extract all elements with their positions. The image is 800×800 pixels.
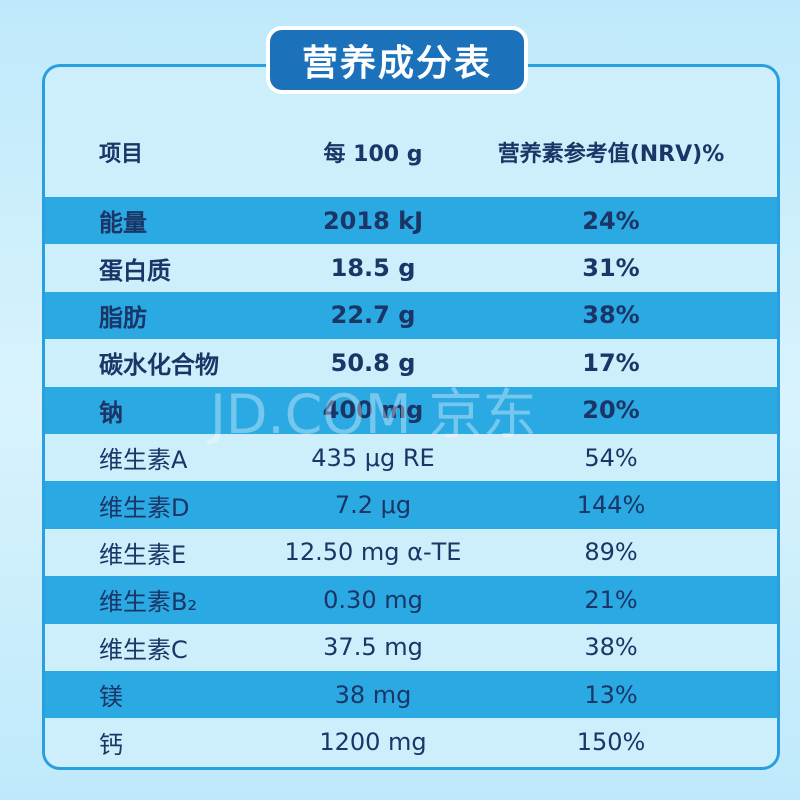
table-cell: 38% — [582, 301, 640, 330]
table-cell: 89% — [584, 538, 638, 567]
table-cell: 17% — [582, 348, 640, 377]
table-cell: 435 μg RE — [311, 443, 435, 472]
table-cell: 蛋白质 — [99, 256, 171, 285]
nutrition-panel: 项目 每 100 g 营养素参考值(NRV)% 能量 2018 kJ 24% 蛋白质 18.5… — [42, 64, 780, 770]
table-cell: 400 mg — [322, 396, 424, 425]
table-cell: 50.8 g — [330, 348, 416, 377]
table-row: 蛋白质 18.5 g 31% — [45, 244, 777, 292]
table-cell: 碳水化合物 — [99, 351, 219, 380]
header-cell: 项目 — [99, 142, 144, 167]
table-cell: 38 mg — [334, 680, 412, 709]
table-cell: 150% — [576, 728, 646, 757]
table-cell: 20% — [582, 396, 640, 425]
table-row: 能量 2018 kJ 24% — [45, 197, 777, 245]
table-cell: 21% — [584, 585, 638, 614]
table-cell: 24% — [582, 206, 640, 235]
header-row: 项目 每 100 g 营养素参考值(NRV)% — [45, 107, 777, 197]
table-row: 维生素B₂ 0.30 mg 21% — [45, 576, 777, 624]
table-row: 镁 38 mg 13% — [45, 671, 777, 719]
header-cell: 营养素参考值(NRV)% — [497, 142, 725, 167]
table-cell: 7.2 μg — [334, 491, 412, 520]
header-cell: 每 100 g — [323, 142, 423, 167]
table-cell: 0.30 mg — [323, 585, 423, 614]
table-cell: 2018 kJ — [322, 206, 424, 235]
table-row: 钠 400 mg 20% — [45, 386, 777, 434]
table-cell: 维生素A — [99, 446, 188, 475]
table-cell: 31% — [582, 254, 640, 283]
table-cell: 38% — [584, 633, 638, 662]
table-cell: 脂肪 — [99, 303, 147, 332]
table-cell: 54% — [584, 443, 638, 472]
table-cell: 维生素D — [99, 493, 190, 522]
table-cell: 18.5 g — [330, 254, 416, 283]
table-row: 脂肪 22.7 g 38% — [45, 291, 777, 340]
table-cell: 钠 — [99, 398, 123, 427]
table-cell: 维生素C — [99, 635, 188, 664]
title: 营养成分表 — [266, 26, 528, 94]
table-cell: 维生素E — [99, 540, 187, 569]
table-row: 维生素D 7.2 μg 144% — [45, 481, 777, 529]
table-cell: 镁 — [99, 683, 123, 712]
table-row: 碳水化合物 50.8 g 17% — [45, 339, 777, 387]
table-cell: 37.5 mg — [323, 633, 423, 662]
table-cell: 12.50 mg α-TE — [284, 538, 462, 567]
table-cell: 钙 — [99, 730, 123, 759]
table-cell: 维生素B₂ — [99, 588, 198, 617]
table-cell: 1200 mg — [319, 728, 427, 757]
table-row: 钙 1200 mg 150% — [45, 718, 777, 766]
table-cell: 13% — [584, 680, 638, 709]
table-cell: 22.7 g — [330, 301, 416, 330]
table-row: 维生素E 12.50 mg α-TE 89% — [45, 528, 777, 577]
table-cell: 能量 — [99, 209, 147, 238]
table-row: 维生素C 37.5 mg 38% — [45, 623, 777, 671]
table-row: 维生素A 435 μg RE 54% — [45, 434, 777, 482]
table-cell: 144% — [576, 491, 646, 520]
